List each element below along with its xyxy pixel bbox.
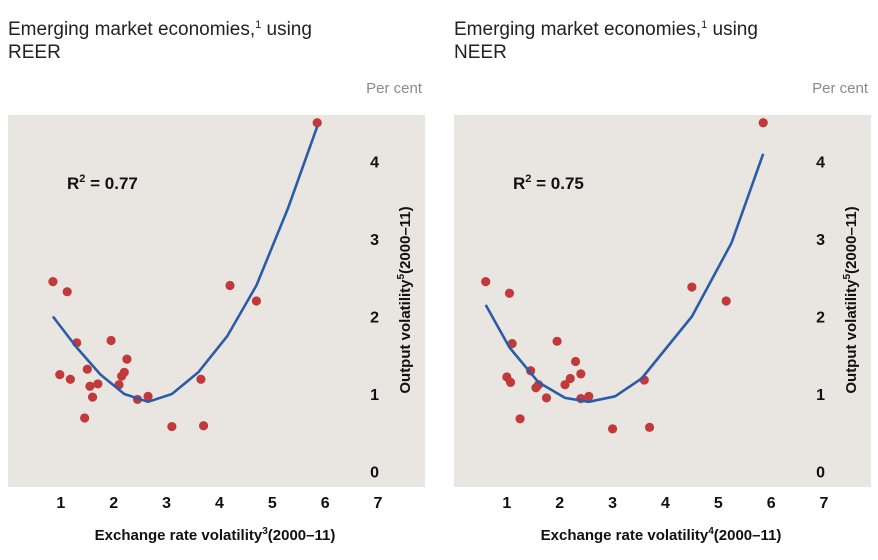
fit-curve [51, 126, 319, 404]
scatter-point [167, 421, 177, 432]
scatter-point [119, 367, 129, 377]
scatter-point [62, 287, 72, 297]
x-axis-label: Exchange rate volatility3(2000–11) [95, 526, 336, 544]
x-tick-label: 3 [162, 495, 171, 512]
title-suffix: using [261, 19, 312, 40]
scatter-point [198, 421, 209, 431]
scatter-point [87, 392, 98, 402]
x-tick-label: 5 [268, 495, 277, 512]
x-tick-label: 6 [321, 495, 330, 512]
scatter-point [251, 296, 262, 306]
scatter-point [122, 354, 132, 364]
x-tick-label: 1 [56, 495, 65, 512]
x-tick-label: 4 [661, 495, 670, 512]
x-tick-label: 6 [767, 495, 776, 512]
scatter-point [106, 335, 116, 346]
y-tick-label: 1 [370, 387, 379, 404]
scatter-point [758, 118, 768, 128]
x-tick-label: 1 [502, 495, 511, 512]
title-footnote: 1 [701, 19, 708, 31]
scatter-point [505, 377, 516, 387]
plot-background [454, 115, 871, 487]
y-tick-label: 1 [816, 387, 825, 404]
title-footnote: 1 [255, 19, 262, 31]
x-tick-label: 2 [109, 495, 118, 512]
scatter-point [584, 391, 594, 401]
scatter-point [607, 424, 618, 434]
scatter-point [80, 413, 90, 423]
scatter-point [565, 373, 575, 384]
y-tick-label: 0 [370, 465, 379, 482]
chart-panel-neer: Emerging market economies,1 using NEER P… [446, 0, 876, 560]
x-tick-label: 7 [374, 495, 383, 512]
x-tick-label: 2 [555, 495, 564, 512]
scatter-point [644, 422, 655, 432]
scatter-point [82, 364, 92, 374]
scatter-point [93, 379, 103, 389]
title-suffix: using [707, 19, 758, 40]
y-axis-label: Output volatility5(2000–11) [396, 206, 414, 393]
scatter-point [570, 356, 581, 367]
x-tick-label: 4 [215, 495, 224, 512]
y-tick-label: 3 [816, 232, 825, 249]
scatter-point [48, 277, 58, 287]
scatter-point [143, 391, 153, 401]
x-tick-label: 5 [714, 495, 723, 512]
y-tick-label: 4 [370, 155, 379, 172]
y-tick-label: 4 [816, 155, 825, 172]
chart-panel-reer: Emerging market economies,1 using REER P… [0, 0, 430, 560]
title-line2: REER [8, 42, 61, 63]
chart-title: Emerging market economies,1 using NEER [454, 14, 874, 64]
r-squared-annotation: R2 = 0.75 [513, 173, 584, 193]
scatter-point [312, 118, 322, 128]
scatter-point [576, 369, 586, 379]
title-text: Emerging market economies, [8, 19, 256, 40]
scatter-point [55, 370, 65, 380]
scatter-point [196, 374, 206, 384]
scatter-point [552, 336, 562, 346]
scatter-point [481, 277, 491, 287]
title-line2: NEER [454, 42, 507, 63]
x-axis-label: Exchange rate volatility4(2000–11) [541, 526, 782, 544]
y-tick-label: 2 [816, 310, 825, 327]
scatter-point [85, 381, 95, 391]
y-axis-label: Output volatility5(2000–11) [842, 206, 860, 393]
fit-curve [484, 153, 765, 404]
y-tick-label: 2 [370, 310, 379, 327]
r-squared-annotation: R2 = 0.77 [67, 173, 138, 193]
scatter-point [65, 374, 75, 384]
scatter-chart-neer: 1 2 3 4 5 6 7 0 1 2 3 4 Exchange rate volatility4(20… [454, 115, 871, 544]
x-tick-label: 3 [608, 495, 617, 512]
chart-title: Emerging market economies,1 using REER [8, 14, 428, 64]
unit-label: Per cent [366, 80, 422, 97]
scatter-point [541, 393, 552, 403]
scatter-chart-reer: 1 2 3 4 5 6 7 0 1 2 3 4 Exchange rate volatility3(20… [8, 115, 425, 544]
scatter-point [225, 280, 235, 291]
scatter-point [515, 414, 525, 424]
y-tick-label: 0 [816, 465, 825, 482]
scatter-point [721, 296, 731, 306]
x-tick-label: 7 [820, 495, 829, 512]
plot-background [8, 115, 425, 487]
y-tick-label: 3 [370, 232, 379, 249]
scatter-point [560, 380, 570, 390]
unit-label: Per cent [812, 80, 868, 97]
scatter-point [504, 288, 515, 298]
title-text: Emerging market economies, [454, 19, 702, 40]
scatter-point [687, 282, 697, 292]
